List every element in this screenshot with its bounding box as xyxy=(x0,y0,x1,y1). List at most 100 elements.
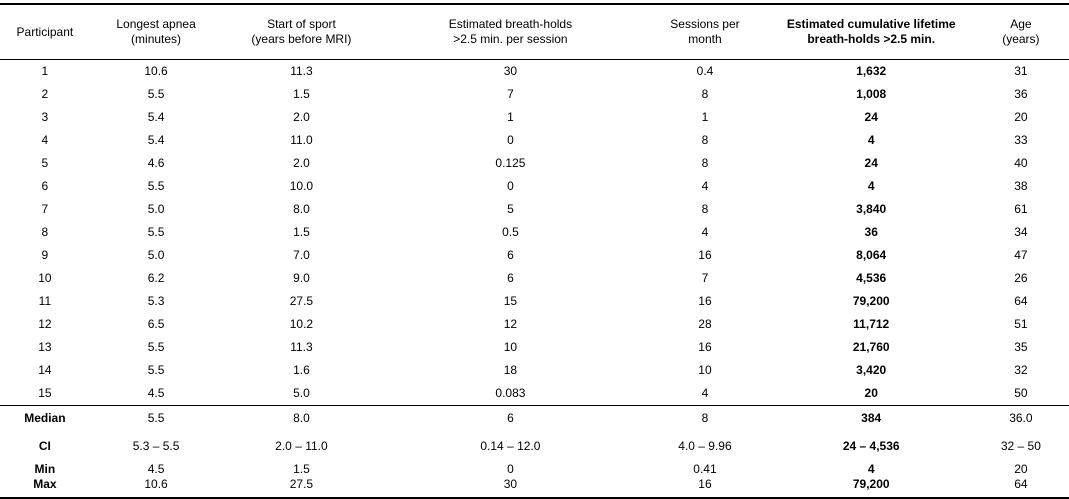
summary-value-cell: 24 – 4,536 xyxy=(842,439,900,453)
table-row: 4 5.4 11.0 0 8 4 33 xyxy=(0,129,1069,152)
value-cell: 34 xyxy=(1014,225,1028,239)
summary-row: Median 5.5 8.0 6 8 384 36.0 xyxy=(0,405,1069,433)
participant-id-cell: 7 xyxy=(41,202,49,216)
header-sublabel: breath-holds >2.5 min. xyxy=(807,32,936,46)
value-cell: 5.0 xyxy=(147,202,165,216)
value-cell: 5.5 xyxy=(147,363,165,377)
table-row: 12 6.5 10.2 12 28 11,712 51 xyxy=(0,313,1069,336)
value-cell: 10 xyxy=(503,340,518,354)
value-cell: 0.083 xyxy=(495,386,526,400)
value-cell: 0 xyxy=(507,133,514,147)
value-cell: 0.125 xyxy=(495,156,526,170)
summary-value-cell: 27.5 xyxy=(289,477,314,491)
table-row: 13 5.5 11.3 10 16 21,760 35 xyxy=(0,336,1069,359)
header-sublabel: >2.5 min. per session xyxy=(453,32,568,46)
summary-value-cell: 0.41 xyxy=(693,462,717,476)
value-cell: 11.3 xyxy=(290,64,313,78)
value-cell: 8 xyxy=(701,133,709,147)
value-cell: 1 xyxy=(507,110,514,124)
value-cell: 24 xyxy=(864,156,878,170)
value-cell: 0.4 xyxy=(696,64,714,78)
participant-id-cell: 9 xyxy=(41,248,49,262)
participant-id-cell: 3 xyxy=(41,110,49,124)
summary-row-label: Max xyxy=(33,477,57,491)
value-cell: 1.5 xyxy=(293,225,310,239)
summary-value-cell: 4 xyxy=(867,462,875,476)
table-summary: Median 5.5 8.0 6 8 384 36.0 CI 5.3 – 5.5 2.0 – 11… xyxy=(0,405,1069,499)
participant-id-cell: 1 xyxy=(41,64,49,78)
value-cell: 8 xyxy=(701,202,709,216)
participant-id-cell: 14 xyxy=(38,363,52,377)
value-cell: 4.5 xyxy=(147,386,165,400)
participant-id-cell: 8 xyxy=(41,225,49,239)
value-cell: 2.0 xyxy=(293,110,310,124)
table-row: 14 5.5 1.6 18 10 3,420 32 xyxy=(0,359,1069,382)
header-label: Age xyxy=(1010,17,1032,31)
column-header-cumulative-lifetime-breath-holds: Estimated cumulative lifetime breath-hol… xyxy=(769,4,973,60)
value-cell: 10 xyxy=(698,363,712,377)
value-cell: 1 xyxy=(701,110,709,124)
value-cell: 5.4 xyxy=(147,133,165,147)
table-row: 11 5.3 27.5 15 16 79,200 64 xyxy=(0,290,1069,313)
value-cell: 33 xyxy=(1014,133,1028,147)
summary-value-cell: 0 xyxy=(507,462,514,476)
participant-id-cell: 2 xyxy=(41,87,49,101)
column-header-start-of-sport: Start of sport (years before MRI) xyxy=(222,4,381,60)
summary-value-cell: 2.0 – 11.0 xyxy=(275,439,328,453)
summary-row: Min 4.5 1.5 0 0.41 4 20 xyxy=(0,460,1069,478)
table-row: 10 6.2 9.0 6 7 4,536 26 xyxy=(0,267,1069,290)
value-cell: 15 xyxy=(503,294,518,308)
value-cell: 5 xyxy=(507,202,514,216)
value-cell: 6.2 xyxy=(147,271,165,285)
value-cell: 16 xyxy=(698,340,712,354)
value-cell: 4 xyxy=(867,179,875,193)
participant-id-cell: 10 xyxy=(38,271,52,285)
table-row: 5 4.6 2.0 0.125 8 24 40 xyxy=(0,152,1069,175)
summary-value-cell: 64 xyxy=(1014,477,1028,491)
value-cell: 9.0 xyxy=(293,271,310,285)
value-cell: 47 xyxy=(1014,248,1028,262)
value-cell: 40 xyxy=(1014,156,1028,170)
value-cell: 11.0 xyxy=(290,133,313,147)
table-header: Participant Longest apnea (minutes) Star… xyxy=(0,4,1069,60)
participant-id-cell: 5 xyxy=(41,156,49,170)
summary-row: CI 5.3 – 5.5 2.0 – 11.0 0.14 – 12.0 4.0 – 9.… xyxy=(0,433,1069,460)
column-header-longest-apnea: Longest apnea (minutes) xyxy=(89,4,223,60)
value-cell: 4,536 xyxy=(856,271,887,285)
value-cell: 28 xyxy=(698,317,712,331)
summary-value-cell: 10.6 xyxy=(144,477,168,491)
value-cell: 6 xyxy=(507,271,514,285)
value-cell: 11.3 xyxy=(290,340,313,354)
participants-table: Participant Longest apnea (minutes) Star… xyxy=(0,3,1069,499)
summary-value-cell: 79,200 xyxy=(852,477,890,491)
participant-id-cell: 11 xyxy=(38,294,52,308)
header-sublabel: (years before MRI) xyxy=(251,32,352,46)
summary-value-cell: 384 xyxy=(769,405,973,433)
summary-value-cell: 8.0 xyxy=(222,405,381,433)
summary-row-label: Median xyxy=(0,405,90,433)
header-label: Estimated cumulative lifetime xyxy=(786,17,956,31)
value-cell: 5.5 xyxy=(147,225,165,239)
header-row: Participant Longest apnea (minutes) Star… xyxy=(0,4,1069,60)
value-cell: 38 xyxy=(1014,179,1028,193)
value-cell: 36 xyxy=(1014,87,1028,101)
summary-value-cell: 4.0 – 9.96 xyxy=(678,439,732,453)
value-cell: 4 xyxy=(701,386,709,400)
summary-value-cell: 6 xyxy=(380,405,641,433)
table-row: 7 5.0 8.0 5 8 3,840 61 xyxy=(0,198,1069,221)
table-row: 8 5.5 1.5 0.5 4 36 34 xyxy=(0,221,1069,244)
value-cell: 1,008 xyxy=(856,87,887,101)
value-cell: 7 xyxy=(507,87,514,101)
header-sublabel: (years) xyxy=(1002,32,1040,46)
value-cell: 18 xyxy=(503,363,518,377)
header-label: Participant xyxy=(16,24,74,39)
value-cell: 27.5 xyxy=(289,294,314,308)
value-cell: 26 xyxy=(1014,271,1028,285)
value-cell: 10.6 xyxy=(144,64,168,78)
value-cell: 64 xyxy=(1014,294,1028,308)
table-row: 6 5.5 10.0 0 4 4 38 xyxy=(0,175,1069,198)
value-cell: 8 xyxy=(701,156,709,170)
summary-row-label: CI xyxy=(38,439,51,453)
value-cell: 6 xyxy=(507,248,514,262)
column-header-age: Age (years) xyxy=(972,4,1069,60)
